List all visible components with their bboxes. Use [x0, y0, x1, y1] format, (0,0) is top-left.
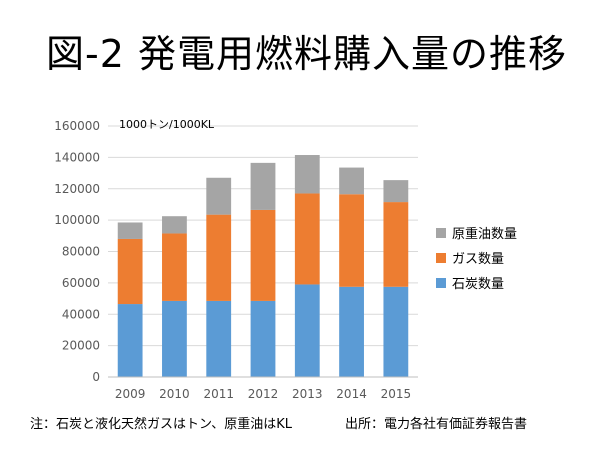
- x-tick-label: 2009: [115, 387, 146, 401]
- bar-segment-2014-s0: [339, 286, 364, 377]
- bar-segment-2013-s1: [294, 193, 320, 285]
- bar-segment-2012-s2: [250, 162, 276, 210]
- source-note: 出所：電力各社有価証券報告書: [345, 417, 528, 432]
- y-tick-label: 80000: [62, 245, 100, 259]
- bar-segment-2011-s2: [206, 177, 232, 215]
- y-axis: 0 20000 40000 60000 80000 100000 120000 140000 1…: [54, 119, 100, 384]
- y-tick-label: 40000: [62, 307, 100, 321]
- x-tick-label: 2012: [248, 387, 279, 401]
- bar-segment-2009-s0: [117, 304, 143, 377]
- y-tick-label: 120000: [54, 182, 100, 196]
- bar-segment-2009-s1: [117, 238, 143, 305]
- y-tick-label: 0: [92, 370, 100, 384]
- x-tick-label: 2014: [336, 387, 367, 401]
- footnote: 注：石炭と液化天然ガスはトン、原重油はKL: [30, 417, 292, 432]
- bar-segment-2015-s1: [383, 202, 409, 287]
- bar-segment-2013-s2: [294, 155, 320, 194]
- bar-segment-2014-s2: [339, 167, 364, 195]
- y-tick-label: 100000: [54, 213, 100, 227]
- bars: [117, 155, 409, 377]
- y-tick-label: 20000: [62, 339, 100, 353]
- bar-segment-2010-s1: [162, 233, 187, 301]
- bar-segment-2015-s0: [383, 286, 409, 377]
- x-axis: 2009 2010 2011 2012 2013 2014 2015: [108, 376, 418, 401]
- y-tick-label: 140000: [54, 150, 100, 164]
- legend-label: 原重油数量: [452, 226, 517, 242]
- bar-segment-2012-s0: [250, 300, 276, 377]
- bar-segment-2010-s0: [162, 300, 187, 377]
- legend-swatch: [436, 278, 446, 288]
- x-tick-label: 2013: [292, 387, 323, 401]
- legend-swatch: [436, 253, 446, 263]
- bar-segment-2010-s2: [162, 216, 187, 234]
- legend-label: 石炭数量: [452, 277, 504, 292]
- bar-segment-2011-s0: [206, 300, 232, 377]
- bar-segment-2011-s1: [206, 214, 232, 301]
- x-tick-label: 2015: [381, 387, 412, 401]
- bar-segment-2014-s1: [339, 194, 364, 287]
- y-tick-label: 160000: [54, 119, 100, 133]
- bar-segment-2013-s0: [294, 284, 320, 377]
- legend-label: ガス数量: [452, 252, 504, 267]
- unit-label: 1000トン/1000KL: [119, 118, 215, 131]
- bar-segment-2015-s2: [383, 180, 409, 203]
- x-tick-label: 2011: [203, 387, 234, 401]
- chart-title: 図-2 発電用燃料購入量の推移: [46, 32, 567, 76]
- y-tick-label: 60000: [62, 276, 100, 290]
- bar-segment-2009-s2: [117, 222, 143, 239]
- legend-swatch: [436, 228, 446, 238]
- x-tick-label: 2010: [159, 387, 190, 401]
- bar-segment-2012-s1: [250, 209, 276, 301]
